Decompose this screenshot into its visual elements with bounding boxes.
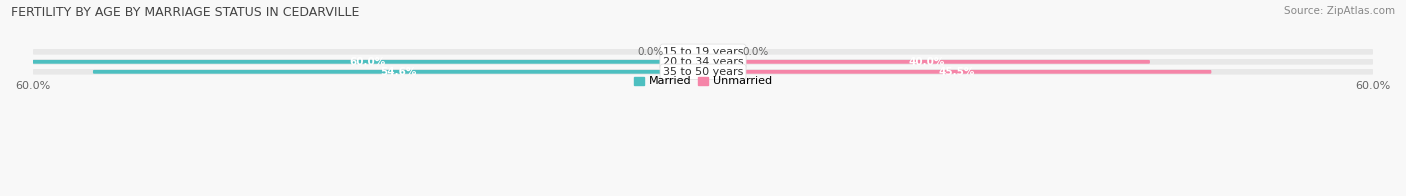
FancyBboxPatch shape [703,70,1212,74]
Text: 20 to 34 years: 20 to 34 years [662,57,744,67]
FancyBboxPatch shape [32,60,703,64]
Text: 45.5%: 45.5% [939,67,976,77]
FancyBboxPatch shape [703,59,1374,65]
Text: 35 to 50 years: 35 to 50 years [662,67,744,77]
Text: 60.0%: 60.0% [350,57,385,67]
Legend: Married, Unmarried: Married, Unmarried [630,72,776,91]
FancyBboxPatch shape [32,49,703,55]
Text: 15 to 19 years: 15 to 19 years [662,47,744,57]
FancyBboxPatch shape [703,60,1150,64]
FancyBboxPatch shape [93,70,703,74]
FancyBboxPatch shape [703,49,1374,55]
Text: 54.6%: 54.6% [380,67,416,77]
FancyBboxPatch shape [32,69,703,75]
Text: 0.0%: 0.0% [638,47,664,57]
FancyBboxPatch shape [703,69,1374,75]
Text: 40.0%: 40.0% [908,57,945,67]
FancyBboxPatch shape [32,59,703,65]
Text: 0.0%: 0.0% [742,47,768,57]
Text: FERTILITY BY AGE BY MARRIAGE STATUS IN CEDARVILLE: FERTILITY BY AGE BY MARRIAGE STATUS IN C… [11,6,360,19]
Text: Source: ZipAtlas.com: Source: ZipAtlas.com [1284,6,1395,16]
